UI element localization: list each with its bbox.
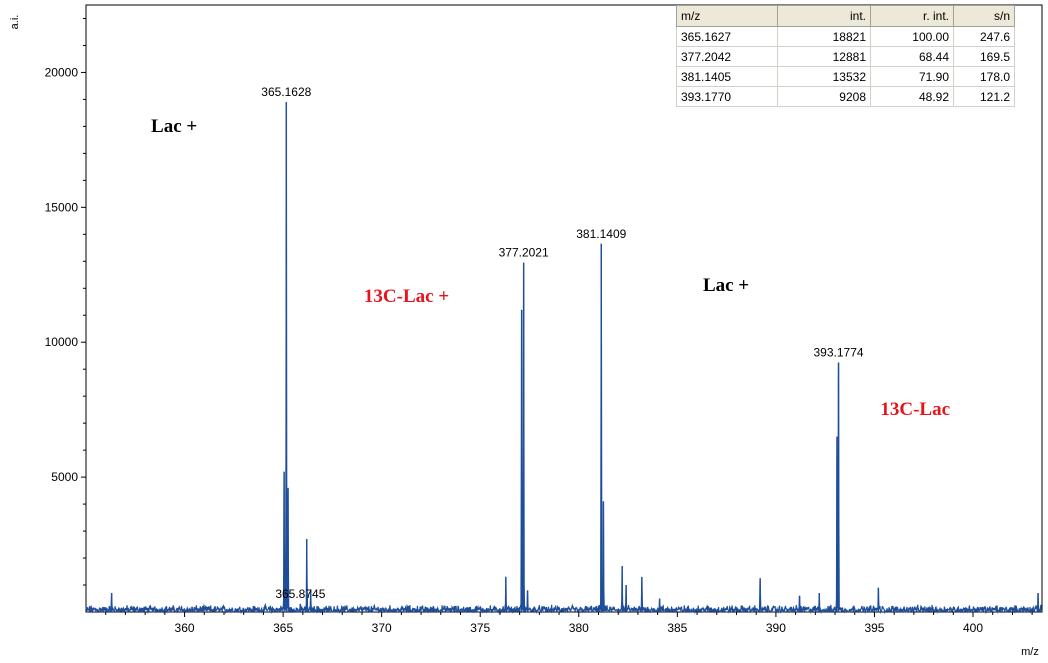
peak-label: 381.1409: [576, 227, 626, 241]
table-row[interactable]: 381.1405 13532 71.90 178.0: [676, 66, 1015, 87]
peak-label: 365.8745: [275, 587, 325, 601]
x-tick-label: 365: [273, 621, 293, 635]
cell-mz: 377.2042: [676, 46, 778, 67]
y-tick-label: 15000: [45, 200, 79, 214]
x-tick-label: 360: [175, 621, 195, 635]
x-tick-label: 400: [963, 621, 983, 635]
cell-r-int: 100.00: [870, 26, 954, 47]
cell-sn: 178.0: [953, 66, 1015, 87]
y-axis-unit-label: a.i.: [9, 15, 21, 30]
annotation-label: Lac +: [703, 275, 749, 296]
cell-mz: 393.1770: [676, 86, 778, 107]
x-axis-unit-label: m/z: [1021, 646, 1039, 658]
cell-sn: 169.5: [953, 46, 1015, 67]
y-tick-label: 10000: [45, 335, 79, 349]
spectrum-trace: [85, 102, 1043, 615]
x-tick-label: 390: [766, 621, 786, 635]
y-tick-label: 5000: [51, 470, 78, 484]
annotation-label: Lac +: [151, 116, 197, 137]
annotation-label: 13C-Lac +: [364, 286, 449, 307]
x-tick-label: 375: [470, 621, 490, 635]
cell-int: 13532: [777, 66, 871, 87]
x-tick-label: 370: [372, 621, 392, 635]
cell-r-int: 48.92: [870, 86, 954, 107]
peak-label: 393.1774: [813, 345, 863, 359]
y-tick-label: 20000: [45, 65, 79, 79]
cell-int: 9208: [777, 86, 871, 107]
cell-sn: 121.2: [953, 86, 1015, 107]
peak-label: 365.1628: [261, 85, 311, 99]
header-int[interactable]: int.: [777, 5, 871, 27]
cell-int: 12881: [777, 46, 871, 67]
cell-mz: 365.1627: [676, 26, 778, 47]
cell-sn: 247.6: [953, 26, 1015, 47]
table-row[interactable]: 377.2042 12881 68.44 169.5: [676, 46, 1015, 67]
table-row[interactable]: 393.1770 9208 48.92 121.2: [676, 86, 1015, 107]
cell-mz: 381.1405: [676, 66, 778, 87]
peak-label: 377.2021: [499, 246, 549, 260]
cell-int: 18821: [777, 26, 871, 47]
cell-r-int: 68.44: [870, 46, 954, 67]
x-tick-label: 385: [667, 621, 687, 635]
table-row[interactable]: 365.1627 18821 100.00 247.6: [676, 26, 1015, 47]
header-r-int[interactable]: r. int.: [870, 5, 954, 27]
cell-r-int: 71.90: [870, 66, 954, 87]
annotation-label: 13C-Lac: [880, 399, 950, 420]
x-tick-label: 395: [864, 621, 884, 635]
header-mz[interactable]: m/z: [676, 5, 778, 27]
peak-table: m/z int. r. int. s/n 365.1627 18821 100.…: [676, 5, 1015, 107]
header-sn[interactable]: s/n: [953, 5, 1015, 27]
x-tick-label: 380: [569, 621, 589, 635]
peak-table-header-row: m/z int. r. int. s/n: [676, 5, 1015, 27]
